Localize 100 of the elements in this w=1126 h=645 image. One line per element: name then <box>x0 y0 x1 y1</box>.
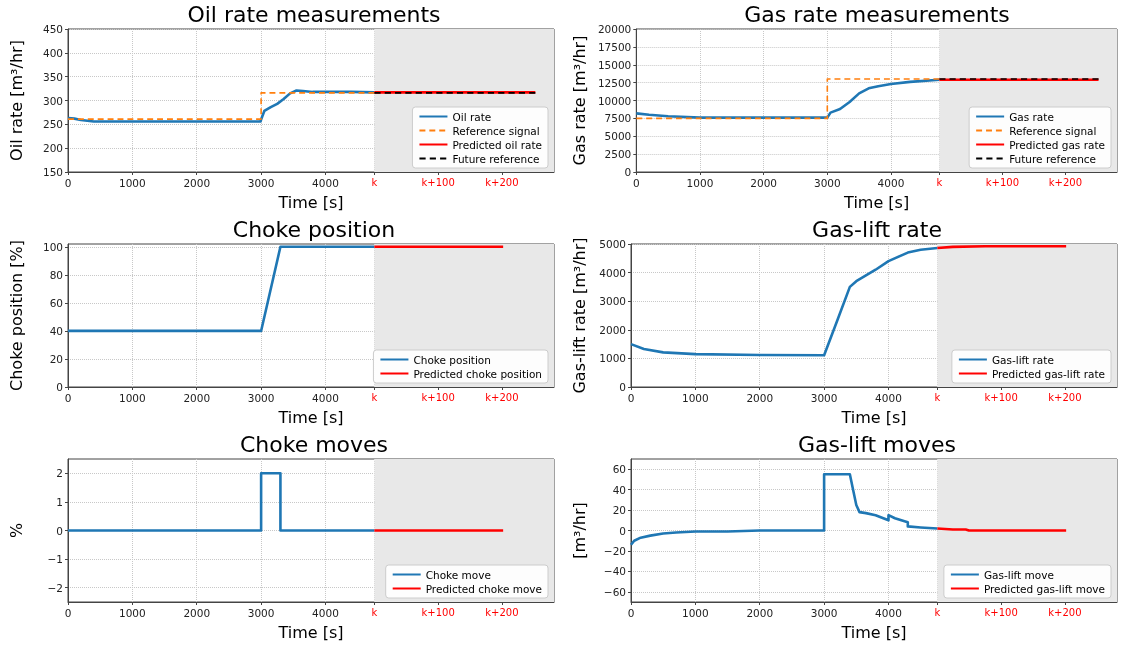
x-tick-label: 3000 <box>247 176 275 189</box>
x-tick-label: k+200 <box>1048 606 1082 618</box>
y-tick-label: 200 <box>42 142 63 155</box>
x-axis-title: Time [s] <box>277 192 344 212</box>
x-axis-title: Time [s] <box>843 192 910 212</box>
legend-label: Predicted gas rate <box>1009 138 1106 151</box>
y-tick-label: −2 <box>47 581 63 594</box>
y-tick-label: 0 <box>619 381 626 393</box>
legend-label: Reference signal <box>1009 124 1097 137</box>
chart-title: Gas rate measurements <box>744 1 1010 27</box>
x-tick-label: k+200 <box>1048 176 1083 188</box>
chart-title: Gas-lift moves <box>797 431 957 457</box>
legend-label: Choke move <box>425 568 491 581</box>
y-tick-label: 20 <box>49 352 63 365</box>
y-tick-label: −1 <box>47 553 63 566</box>
legend-label: Reference signal <box>452 124 540 137</box>
y-tick-label: 2000 <box>599 323 626 336</box>
y-axis-title: [m³/hr] <box>569 502 589 559</box>
x-tick-label: 1000 <box>682 606 709 619</box>
y-tick-label: −40 <box>603 565 626 578</box>
legend-label: Gas rate <box>1009 110 1054 123</box>
x-tick-label: 3000 <box>810 606 838 619</box>
x-tick-label: 1000 <box>119 606 146 619</box>
y-axis-title: Gas-lift rate [m³/hr] <box>569 237 589 394</box>
y-tick-label: 40 <box>612 483 626 496</box>
x-tick-label: 3000 <box>813 176 841 189</box>
y-tick-label: 20 <box>612 504 626 517</box>
legend-label: Choke position <box>413 353 491 366</box>
x-tick-label: 1000 <box>119 176 146 189</box>
y-tick-label: 2500 <box>604 148 632 161</box>
x-tick-label: 4000 <box>875 606 902 619</box>
x-tick-label: k <box>371 606 378 618</box>
x-tick-label: k+100 <box>984 606 1018 618</box>
y-tick-label: 0 <box>624 166 632 178</box>
chart-title: Choke moves <box>239 431 389 457</box>
legend-label: Predicted gas-lift move <box>983 582 1106 595</box>
legend-label: Gas-lift move <box>983 568 1054 581</box>
x-tick-label: k+200 <box>485 606 519 618</box>
x-tick-label: 1000 <box>682 391 709 404</box>
y-tick-label: 450 <box>42 23 63 35</box>
x-tick-label: 2000 <box>746 606 774 619</box>
x-tick-label: k <box>371 391 378 403</box>
x-tick-label: 0 <box>632 176 640 189</box>
y-tick-label: 300 <box>42 94 63 107</box>
y-tick-label: 5000 <box>604 130 632 143</box>
x-tick-label: k <box>371 176 378 188</box>
x-tick-label: 4000 <box>312 176 339 189</box>
y-tick-label: 0 <box>56 524 63 537</box>
x-tick-label: k+200 <box>485 391 519 403</box>
x-tick-label: k+200 <box>485 176 519 188</box>
y-tick-label: 40 <box>49 324 63 337</box>
chart-title: Oil rate measurements <box>187 1 441 27</box>
y-tick-label: 3000 <box>599 295 626 308</box>
legend-label: Oil rate <box>452 110 492 123</box>
legend-label: Predicted oil rate <box>452 138 543 151</box>
x-tick-label: 2000 <box>183 176 211 189</box>
y-tick-label: −60 <box>603 585 626 598</box>
y-tick-label: 250 <box>42 118 63 131</box>
x-tick-label: 4000 <box>875 391 902 404</box>
x-tick-label: 4000 <box>312 391 339 404</box>
y-tick-label: −20 <box>603 544 626 557</box>
x-tick-label: 0 <box>64 176 72 189</box>
x-tick-label: k+100 <box>984 391 1018 403</box>
x-tick-label: k+100 <box>985 176 1020 188</box>
y-axis-title: Oil rate [m³/hr] <box>6 40 26 161</box>
x-tick-label: 4000 <box>877 176 905 189</box>
y-tick-label: 100 <box>42 240 63 253</box>
y-tick-label: 350 <box>42 70 63 83</box>
y-tick-label: 17500 <box>597 40 632 53</box>
y-axis-title: Gas rate [m³/hr] <box>569 35 589 166</box>
y-tick-label: 400 <box>42 46 63 59</box>
y-tick-label: 1000 <box>599 352 626 365</box>
y-tick-label: 60 <box>49 296 63 309</box>
chart-title: Gas-lift rate <box>812 216 942 242</box>
x-tick-label: 1000 <box>686 176 714 189</box>
x-axis-title: Time [s] <box>840 622 907 642</box>
legend-label: Predicted choke position <box>413 367 542 380</box>
legend-label: Predicted choke move <box>425 582 542 595</box>
x-tick-label: k+100 <box>421 176 455 188</box>
y-tick-label: 5000 <box>599 238 626 250</box>
x-tick-label: k+100 <box>421 391 455 403</box>
x-tick-label: 2000 <box>750 176 778 189</box>
y-tick-label: 20000 <box>597 23 632 35</box>
x-axis-title: Time [s] <box>277 407 344 427</box>
chart-title: Choke position <box>232 216 396 242</box>
x-axis-title: Time [s] <box>840 407 907 427</box>
y-tick-label: 10000 <box>597 94 632 107</box>
y-tick-label: 0 <box>619 524 626 537</box>
x-tick-label: 0 <box>64 606 72 619</box>
y-tick-label: 80 <box>49 268 63 281</box>
legend-label: Predicted gas-lift rate <box>991 367 1106 380</box>
y-tick-label: 2 <box>56 467 63 480</box>
x-tick-label: 0 <box>64 391 72 404</box>
x-tick-label: 2000 <box>183 391 211 404</box>
y-axis-title: Choke position [%] <box>6 240 26 391</box>
y-tick-label: 1 <box>56 495 63 508</box>
y-tick-label: 4000 <box>599 266 626 279</box>
y-tick-label: 7500 <box>604 112 632 125</box>
y-tick-label: 150 <box>42 166 63 178</box>
x-tick-label: 3000 <box>247 391 275 404</box>
